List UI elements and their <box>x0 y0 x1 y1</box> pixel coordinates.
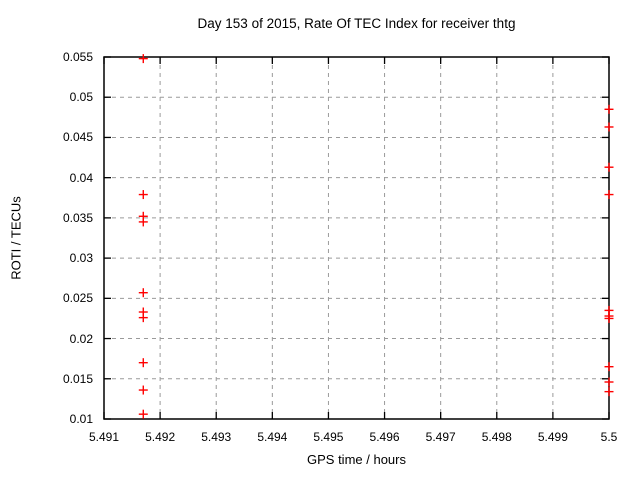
y-tick-label: 0.035 <box>62 210 93 225</box>
y-tick-label: 0.025 <box>62 291 93 306</box>
x-tick-label: 5.497 <box>425 430 456 444</box>
plot-border <box>103 56 610 420</box>
x-tick-label: 5.495 <box>313 430 344 444</box>
x-tick-label: 5.491 <box>88 430 120 444</box>
x-tick-label: 5.499 <box>537 430 568 444</box>
x-axis-title: GPS time / hours <box>307 452 406 467</box>
x-tick-label: 5.492 <box>145 430 176 444</box>
x-tick-label: 5.493 <box>201 430 232 444</box>
x-tick-label: 5.494 <box>257 430 288 444</box>
y-tick-label: 0.03 <box>69 251 93 266</box>
y-tick-label: 0.015 <box>62 371 93 386</box>
x-tick-label: 5.5 <box>600 430 618 444</box>
x-tick-label: 5.498 <box>481 430 512 444</box>
y-axis-title: ROTI / TECUs <box>8 196 24 280</box>
chart-title: Day 153 of 2015, Rate Of TEC Index for r… <box>197 16 516 31</box>
x-tick-label: 5.496 <box>369 430 400 444</box>
y-tick-label: 0.055 <box>62 50 93 64</box>
y-tick-label: 0.05 <box>69 90 93 105</box>
y-tick-label: 0.04 <box>69 170 93 185</box>
y-tick-label: 0.01 <box>69 412 93 426</box>
y-tick-label: 0.02 <box>69 331 93 346</box>
y-tick-label: 0.045 <box>62 130 93 145</box>
